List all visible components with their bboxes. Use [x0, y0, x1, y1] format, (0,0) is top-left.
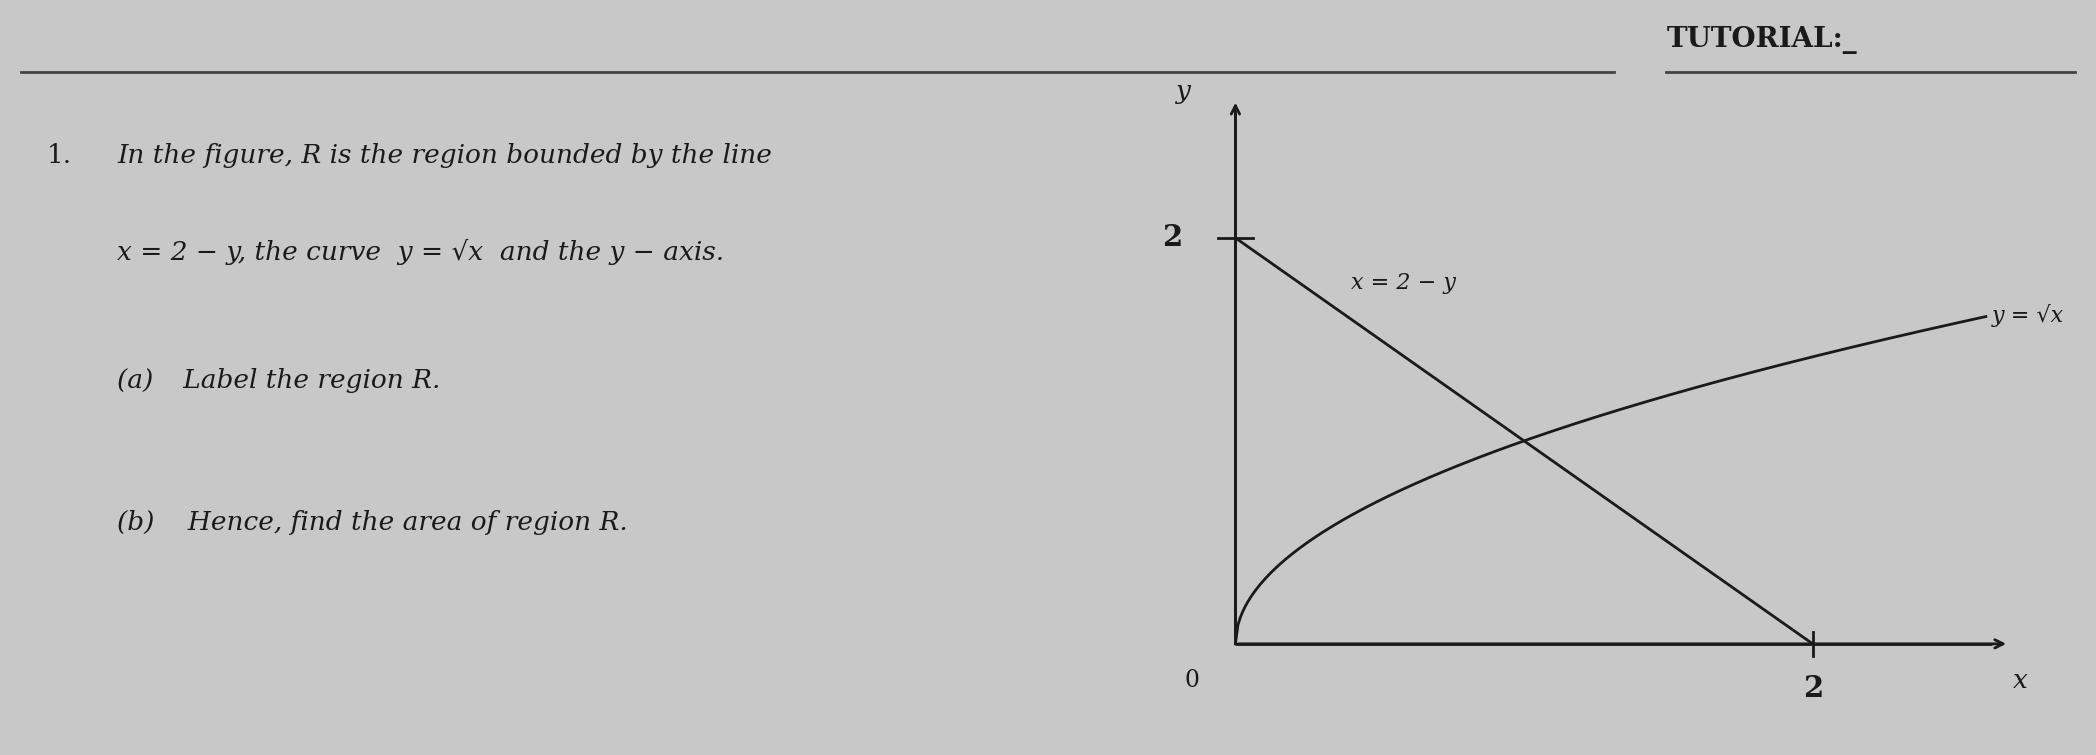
Text: x = 2 − y, the curve  y = √x  and the y − axis.: x = 2 − y, the curve y = √x and the y − … [117, 239, 725, 265]
Text: 1.: 1. [46, 143, 71, 168]
Text: x: x [2012, 668, 2029, 693]
Text: 0: 0 [1184, 669, 1199, 692]
Text: y: y [1176, 79, 1191, 104]
Text: (a)   Label the region R.: (a) Label the region R. [117, 368, 440, 393]
Text: In the figure, R is the region bounded by the line: In the figure, R is the region bounded b… [117, 143, 771, 168]
Text: 2: 2 [1161, 223, 1182, 252]
Text: TUTORIAL:_: TUTORIAL:_ [1666, 26, 1857, 54]
Text: x = 2 − y: x = 2 − y [1352, 272, 1457, 294]
Text: (b)    Hence, find the area of region R.: (b) Hence, find the area of region R. [117, 510, 629, 535]
Text: y = √x: y = √x [1991, 304, 2065, 326]
Text: 2: 2 [1803, 674, 1824, 703]
